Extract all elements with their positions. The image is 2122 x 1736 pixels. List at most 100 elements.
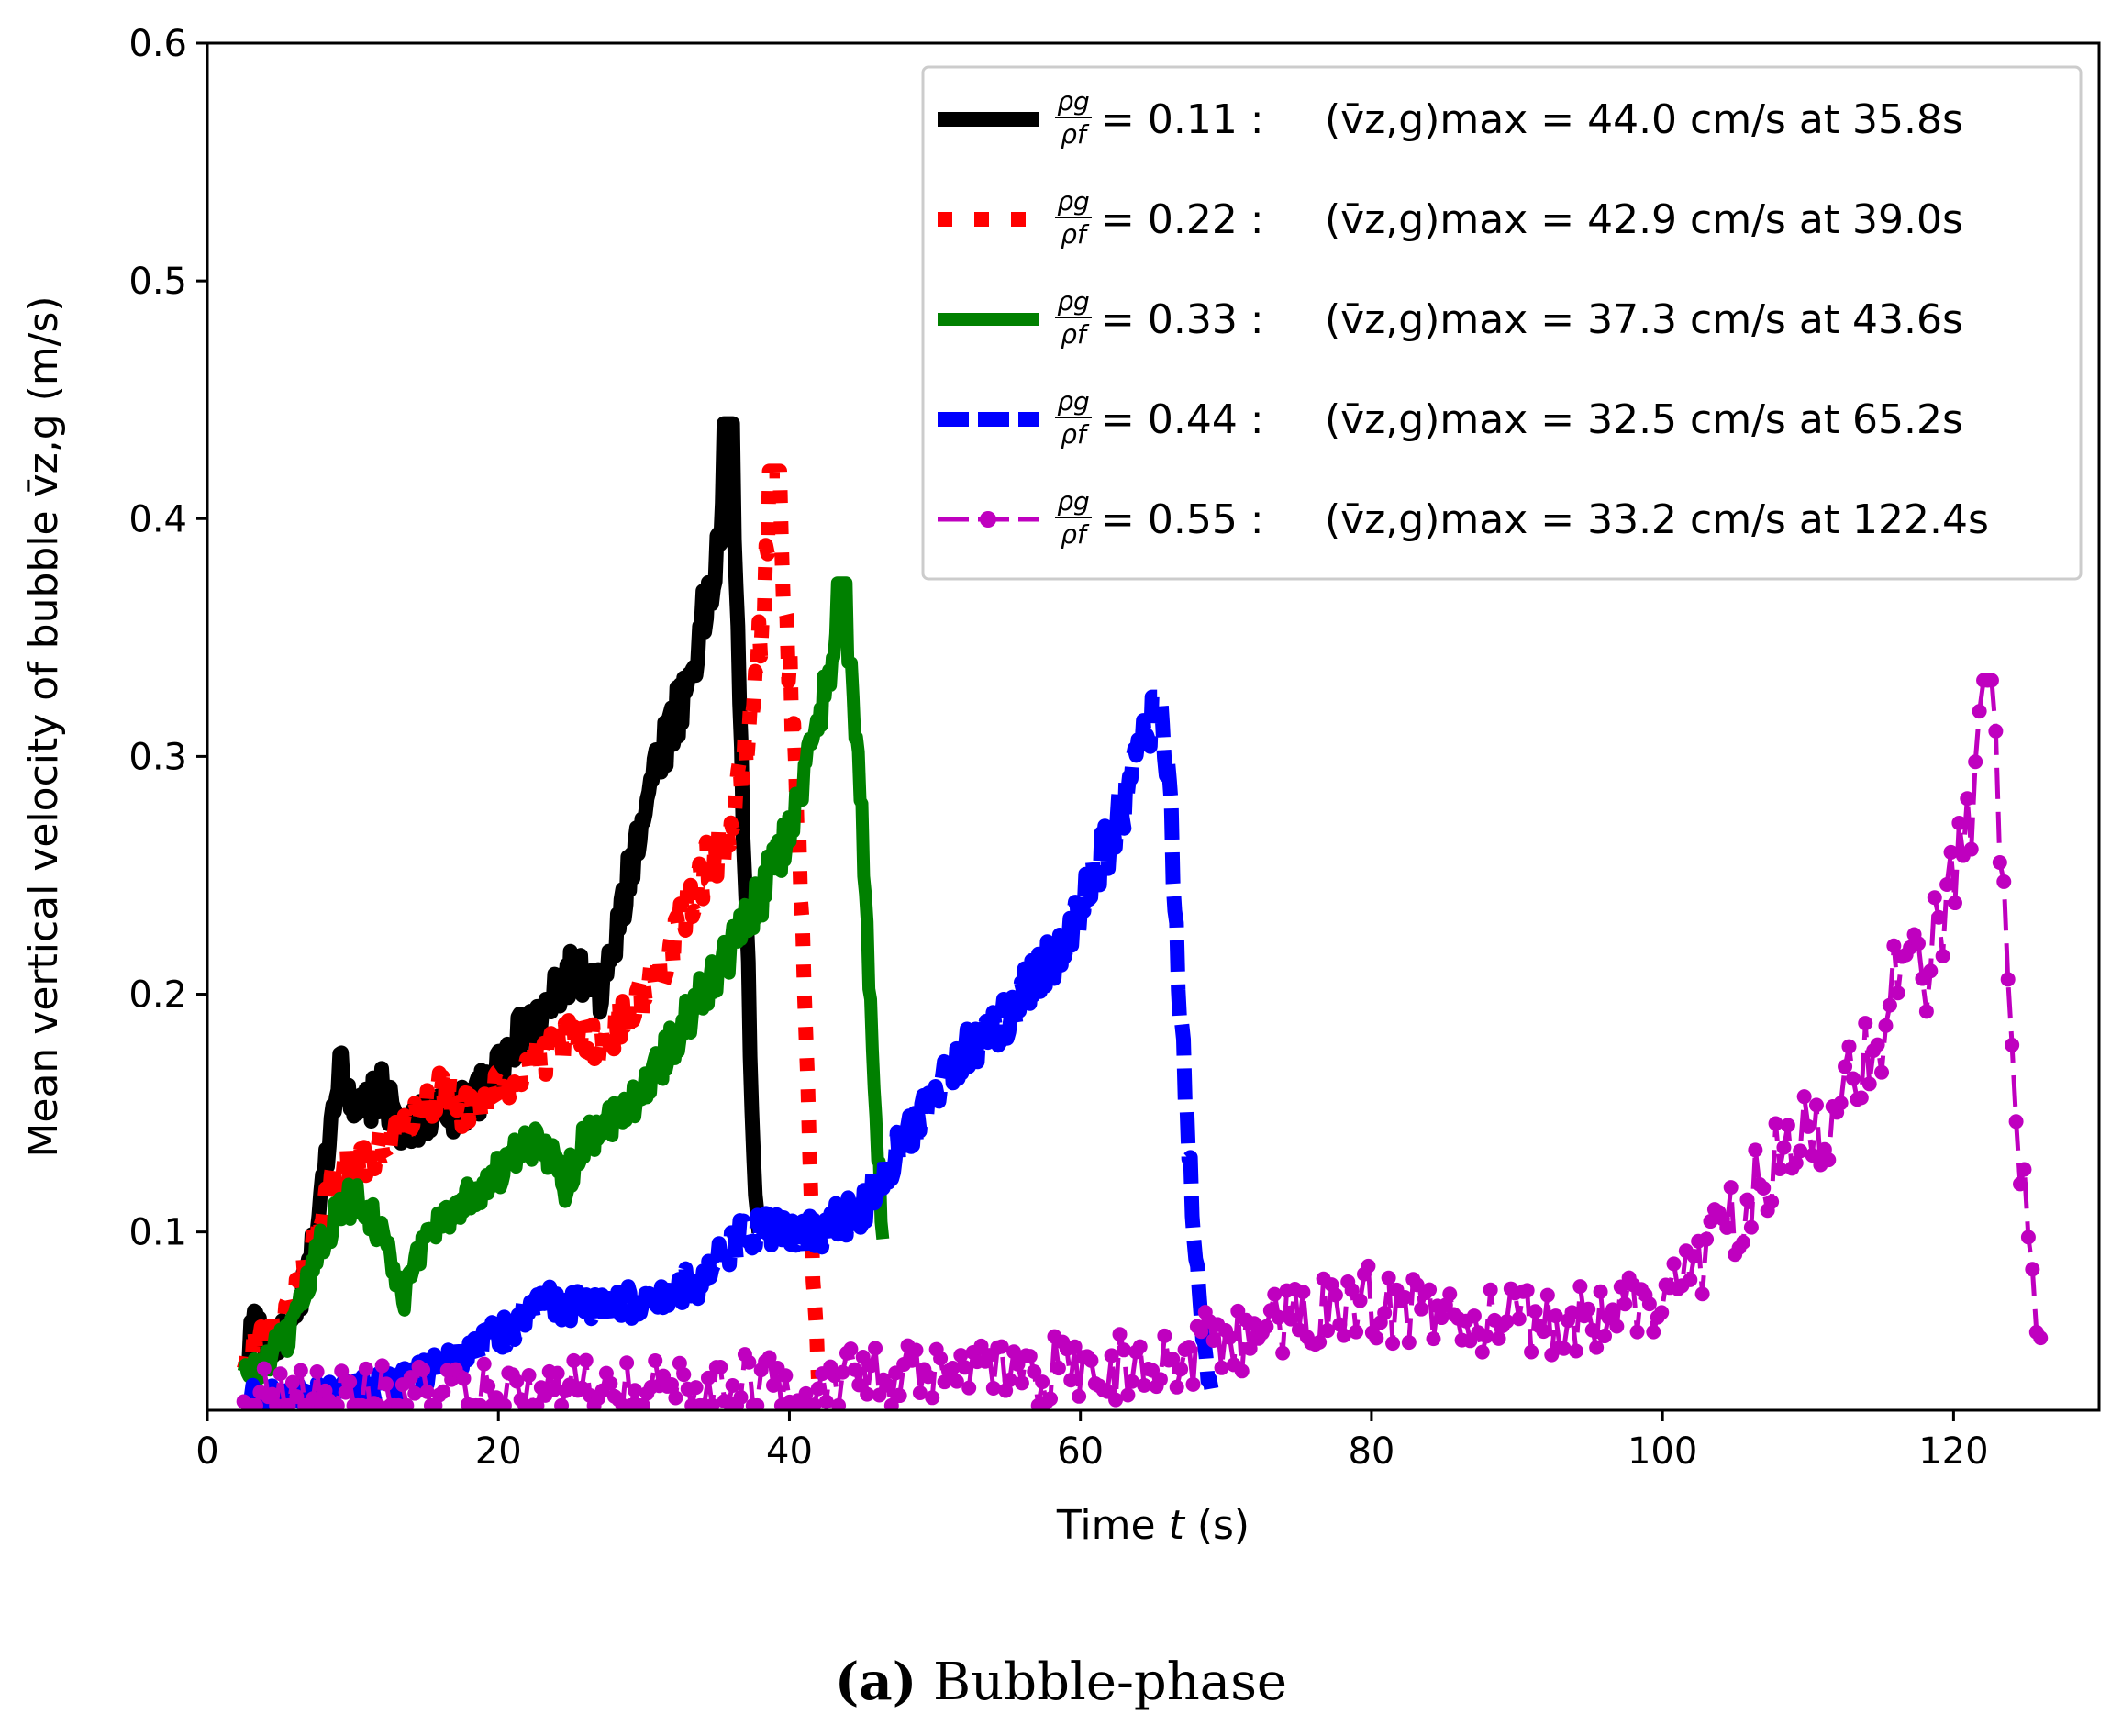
data-point: [949, 1374, 964, 1389]
data-point: [550, 1365, 565, 1381]
x-tick-label: 40: [766, 1430, 813, 1473]
data-point: [668, 1390, 683, 1406]
data-point: [1072, 1388, 1087, 1404]
legend-max: (v̄z,g)max = 32.5 cm/s at 65.2s: [1325, 396, 1963, 443]
data-point: [329, 1397, 345, 1410]
data-point: [1116, 1342, 1131, 1358]
data-point: [1963, 841, 1979, 857]
data-point: [1442, 1286, 1458, 1302]
data-point: [1194, 1324, 1209, 1340]
data-point: [358, 1361, 373, 1376]
data-point: [2033, 1330, 2049, 1346]
data-point: [1768, 1116, 1783, 1131]
data-point: [1385, 1336, 1401, 1352]
data-point: [1764, 1194, 1780, 1209]
data-point: [1035, 1374, 1050, 1390]
data-point: [1519, 1283, 1535, 1298]
data-point: [1137, 1377, 1152, 1393]
data-point: [1511, 1311, 1527, 1327]
data-point: [1491, 1330, 1506, 1346]
data-point: [309, 1364, 325, 1380]
data-point: [766, 1377, 782, 1393]
data-point: [1320, 1323, 1336, 1339]
data-point: [1723, 1180, 1739, 1196]
data-point: [603, 1375, 618, 1391]
series-line-0.33: [237, 576, 890, 1385]
data-point: [248, 1397, 263, 1410]
data-point: [1108, 1392, 1124, 1408]
data-point: [847, 1362, 862, 1377]
data-point: [1414, 1301, 1429, 1317]
data-point: [496, 1397, 512, 1410]
data-point: [1539, 1287, 1555, 1303]
data-point: [1124, 1374, 1139, 1389]
data-point: [1756, 1180, 1772, 1196]
data-point: [1739, 1192, 1755, 1207]
data-point: [1833, 1096, 1849, 1111]
data-point: [334, 1363, 350, 1379]
data-point: [2005, 1037, 2020, 1052]
data-point: [733, 1389, 749, 1405]
data-point: [1067, 1339, 1083, 1354]
data-point: [566, 1352, 582, 1368]
data-point: [1736, 1235, 1751, 1251]
data-point: [1369, 1330, 1384, 1346]
data-point: [2013, 1176, 2028, 1192]
legend-box: [921, 65, 2083, 581]
data-point: [843, 1341, 859, 1357]
data-point: [818, 1394, 834, 1409]
data-point: [1983, 673, 1999, 688]
data-point: [700, 1370, 716, 1385]
data-point: [1801, 1118, 1816, 1134]
data-point: [1271, 1309, 1286, 1325]
data-point: [1858, 1016, 1873, 1031]
data-point: [1401, 1335, 1417, 1351]
data-point: [933, 1351, 949, 1366]
data-point: [1083, 1352, 1099, 1368]
data-point: [1821, 1152, 1837, 1168]
legend-marker: [980, 511, 996, 528]
data-point: [1027, 1364, 1042, 1380]
figure-caption: (a) Bubble-phase: [0, 1652, 2122, 1712]
data-point: [1499, 1314, 1515, 1330]
data-point: [750, 1397, 765, 1410]
data-point: [1931, 909, 1947, 925]
data-point: [953, 1348, 969, 1363]
data-point: [1748, 1142, 1763, 1158]
data-point: [1050, 1361, 1066, 1376]
data-point: [994, 1339, 1009, 1354]
data-point: [1646, 1324, 1661, 1340]
data-point: [1568, 1343, 1583, 1359]
data-point: [1943, 844, 1959, 860]
data-point: [256, 1361, 272, 1376]
data-point: [1641, 1296, 1657, 1312]
series-0.33: [237, 576, 890, 1385]
data-point: [688, 1380, 704, 1396]
data-point: [1629, 1324, 1645, 1340]
y-tick-label: 0.6: [128, 23, 187, 65]
data-point: [284, 1374, 300, 1390]
data-point: [1002, 1372, 1017, 1387]
data-point: [1581, 1301, 1596, 1317]
data-point: [725, 1378, 740, 1394]
data-point: [1699, 1231, 1715, 1247]
data-point: [1312, 1334, 1328, 1350]
data-point: [1426, 1331, 1441, 1347]
legend-frac-den: ρf: [1061, 319, 1090, 350]
data-point: [1361, 1258, 1376, 1274]
legend-frac-num: ρg: [1057, 186, 1090, 217]
plot-frame: [206, 41, 2101, 1412]
legend-frac-den: ρf: [1061, 119, 1090, 150]
data-point: [1886, 938, 1902, 953]
data-point: [546, 1383, 561, 1398]
data-point: [2025, 1262, 2040, 1277]
data-point: [1805, 1148, 1820, 1163]
y-tick-label: 0.4: [128, 498, 187, 540]
data-point: [2008, 1114, 2024, 1130]
data-point: [1951, 815, 1967, 830]
data-point: [1654, 1305, 1670, 1320]
data-point: [1564, 1305, 1580, 1320]
data-point: [1152, 1372, 1168, 1387]
data-point: [1132, 1339, 1148, 1354]
